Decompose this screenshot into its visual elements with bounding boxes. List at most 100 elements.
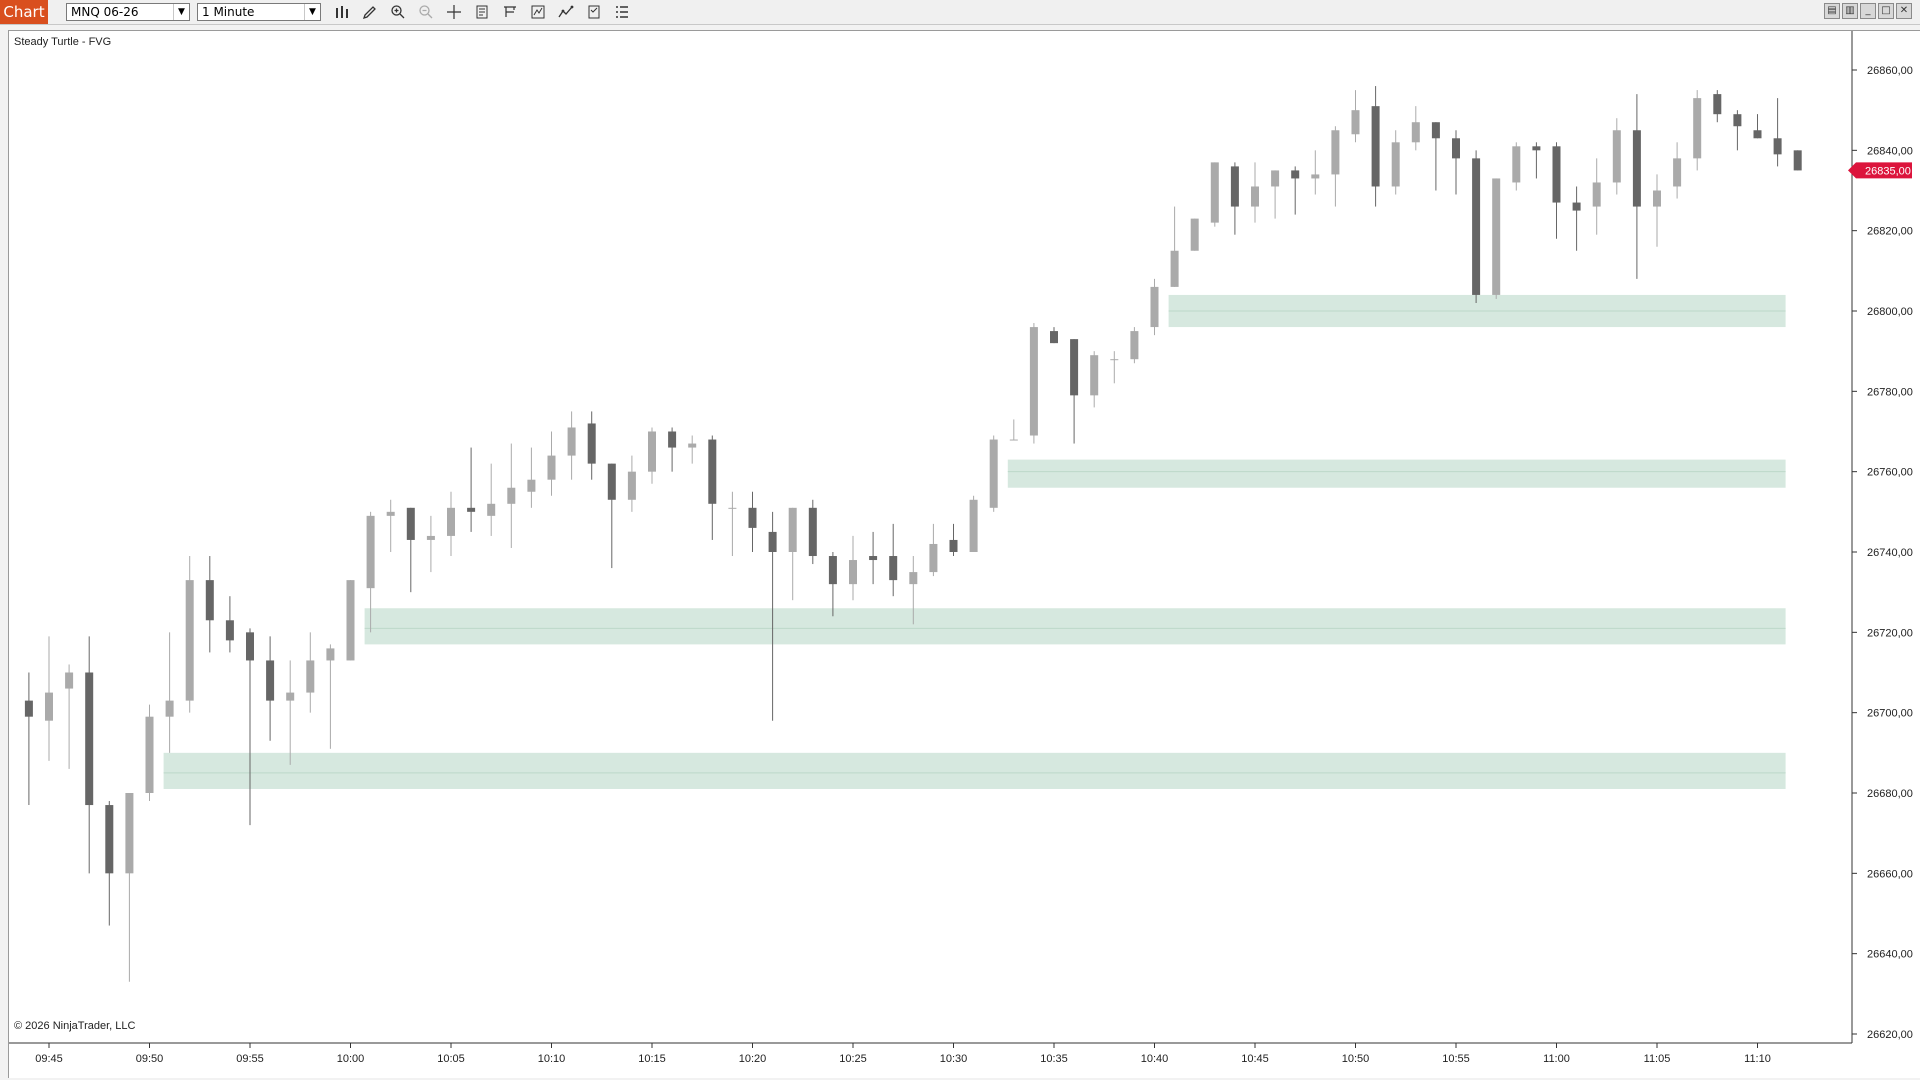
candle-body bbox=[1110, 359, 1119, 361]
candle-body bbox=[889, 556, 898, 581]
candle-body bbox=[1130, 331, 1139, 360]
time-tick-label: 10:05 bbox=[437, 1053, 465, 1065]
candle-body bbox=[648, 431, 656, 472]
candle-body bbox=[1713, 94, 1722, 115]
candle-body bbox=[426, 535, 435, 540]
candle-body bbox=[768, 531, 777, 552]
pencil-icon[interactable] bbox=[360, 2, 380, 22]
candle-body bbox=[1170, 250, 1179, 287]
template-icon[interactable] bbox=[584, 2, 604, 22]
time-tick-label: 09:45 bbox=[35, 1053, 63, 1065]
tile-icon[interactable]: ▥ bbox=[1842, 3, 1858, 19]
candle-body bbox=[1311, 174, 1320, 179]
candle-body bbox=[949, 539, 958, 552]
candle-body bbox=[1090, 355, 1099, 396]
candle-body bbox=[1050, 331, 1058, 344]
candle-body bbox=[406, 507, 415, 540]
indicators-icon[interactable] bbox=[556, 2, 576, 22]
candle-body bbox=[1210, 162, 1219, 223]
candle-body bbox=[1673, 158, 1682, 187]
candle-body bbox=[1150, 286, 1159, 328]
time-tick-label: 09:50 bbox=[136, 1053, 164, 1065]
time-tick-label: 10:40 bbox=[1141, 1053, 1169, 1065]
chevron-down-icon: ▼ bbox=[173, 4, 189, 20]
chart-tab[interactable]: Chart bbox=[0, 0, 48, 24]
candle-body bbox=[1331, 130, 1340, 175]
candle-body bbox=[467, 507, 476, 512]
candle-body bbox=[1472, 158, 1481, 295]
time-tick-label: 10:30 bbox=[940, 1053, 968, 1065]
candle-body bbox=[205, 580, 214, 621]
time-tick-label: 10:15 bbox=[638, 1053, 666, 1065]
properties-icon[interactable] bbox=[472, 2, 492, 22]
candle-body bbox=[909, 572, 918, 585]
candle-body bbox=[828, 556, 837, 585]
interval-selector[interactable]: 1 Minute ▼ bbox=[197, 3, 321, 21]
strategies-icon[interactable] bbox=[528, 2, 548, 22]
time-tick-label: 11:10 bbox=[1744, 1053, 1771, 1065]
candle-body bbox=[627, 471, 636, 500]
data-box-icon[interactable] bbox=[500, 2, 520, 22]
instrument-selector[interactable]: MNQ 06-26 ▼ bbox=[66, 3, 190, 21]
candle-body bbox=[24, 700, 33, 717]
candle-body bbox=[1733, 114, 1742, 127]
chart-panel[interactable]: 26860,00 26840,00 26820,00 26800,00 26780,00… bbox=[8, 30, 1920, 1078]
price-chart[interactable]: 26860,00 26840,00 26820,00 26800,00 26780,00… bbox=[9, 31, 1920, 1079]
price-tick-label: 26720,00 bbox=[1867, 627, 1913, 639]
candle-body bbox=[1452, 138, 1460, 159]
candle-body bbox=[688, 443, 697, 448]
candle-body bbox=[487, 503, 496, 516]
time-tick-label: 10:55 bbox=[1442, 1053, 1470, 1065]
candle-body bbox=[1532, 146, 1541, 151]
candle-body bbox=[1411, 122, 1420, 143]
candle-body bbox=[1592, 182, 1601, 207]
close-icon[interactable]: ✕ bbox=[1896, 3, 1912, 19]
candle-body bbox=[1793, 150, 1802, 171]
bar-type-icon[interactable] bbox=[332, 2, 352, 22]
candle-body bbox=[125, 793, 134, 874]
chevron-down-icon: ▼ bbox=[304, 4, 320, 20]
candle-body bbox=[286, 692, 295, 701]
candle-body bbox=[145, 716, 154, 793]
tile-icon[interactable]: ▤ bbox=[1824, 3, 1840, 19]
candle-body bbox=[869, 556, 878, 561]
candle-body bbox=[1572, 202, 1581, 211]
time-tick-label: 11:05 bbox=[1644, 1053, 1671, 1065]
candle-body bbox=[587, 423, 596, 464]
candle-body bbox=[366, 515, 375, 589]
candle-body bbox=[808, 507, 817, 557]
price-tick-label: 26800,00 bbox=[1867, 306, 1913, 318]
price-tick-label: 26700,00 bbox=[1867, 708, 1913, 720]
candle-body bbox=[386, 511, 395, 516]
zoom-in-icon[interactable] bbox=[388, 2, 408, 22]
candle-body bbox=[708, 439, 717, 504]
candle-body bbox=[1612, 130, 1621, 183]
price-tick-label: 26760,00 bbox=[1867, 467, 1913, 479]
maximize-icon[interactable]: □ bbox=[1878, 3, 1894, 19]
candle-body bbox=[567, 427, 576, 456]
candle-body bbox=[728, 507, 737, 509]
price-tick-label: 26860,00 bbox=[1867, 65, 1913, 77]
price-tick-label: 26680,00 bbox=[1867, 788, 1913, 800]
zoom-out-icon[interactable] bbox=[416, 2, 436, 22]
time-tick-label: 10:10 bbox=[538, 1053, 566, 1065]
price-tag bbox=[1848, 162, 1912, 179]
fvg-zone bbox=[163, 752, 1786, 789]
price-tag-label: 26835,00 bbox=[1865, 165, 1911, 177]
candle-body bbox=[225, 620, 234, 641]
list-icon[interactable] bbox=[612, 2, 632, 22]
minimize-icon[interactable]: _ bbox=[1860, 3, 1876, 19]
candle-body bbox=[45, 692, 53, 721]
candle-body bbox=[1492, 178, 1501, 295]
candle-body bbox=[1029, 327, 1038, 436]
price-tick-label: 26740,00 bbox=[1867, 547, 1913, 559]
candle-body bbox=[989, 439, 998, 508]
time-tick-label: 10:20 bbox=[739, 1053, 767, 1065]
candle-body bbox=[165, 700, 174, 717]
candle-body bbox=[527, 479, 536, 492]
price-tick-label: 26780,00 bbox=[1867, 386, 1913, 398]
candle-body bbox=[1653, 190, 1661, 207]
fvg-zone bbox=[1007, 459, 1786, 488]
crosshair-icon[interactable] bbox=[444, 2, 464, 22]
candle-body bbox=[1552, 146, 1561, 203]
